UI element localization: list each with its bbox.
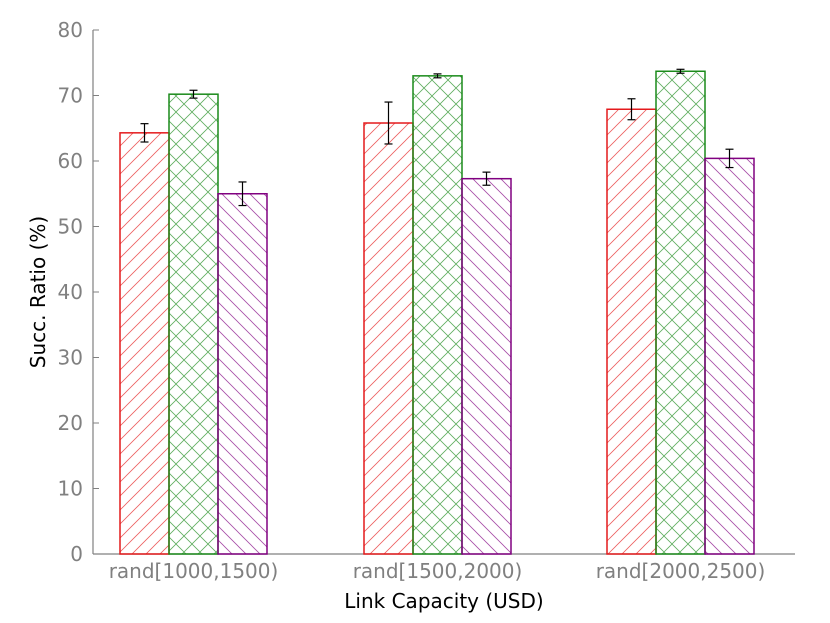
y-tick-label: 20	[58, 411, 83, 435]
y-tick-label: 70	[58, 84, 83, 108]
y-axis-title: Succ. Ratio (%)	[26, 216, 50, 368]
x-tick-label: rand[1000,1500)	[109, 559, 279, 583]
y-tick-label: 40	[58, 280, 83, 304]
bar-1-0	[363, 122, 414, 555]
error-bars	[140, 68, 734, 207]
bar-2-1	[655, 70, 706, 555]
y-tick-label: 30	[58, 346, 83, 370]
bar-0-0	[119, 132, 170, 555]
bars	[119, 70, 755, 555]
bar-0-1	[168, 93, 219, 555]
x-tick-label: rand[1500,2000)	[353, 559, 523, 583]
y-tick-label: 80	[58, 18, 83, 42]
bar-1-1	[412, 75, 463, 555]
y-tick-label: 10	[58, 477, 83, 501]
bar-0-2	[217, 193, 268, 555]
x-ticks: rand[1000,1500) rand[1500,2000) rand[2000,…	[109, 559, 766, 583]
y-tick-label: 50	[58, 215, 83, 239]
bar-1-2	[461, 177, 512, 555]
bar-2-2	[704, 157, 755, 555]
x-tick-label: rand[2000,2500)	[596, 559, 766, 583]
x-axis-title: Link Capacity (USD)	[344, 589, 543, 613]
y-tick-label: 0	[70, 542, 83, 566]
bar-2-0	[606, 108, 657, 555]
y-tick-label: 60	[58, 149, 83, 173]
y-ticks: 0 10 20 30 40 50 60 70 80	[58, 18, 99, 566]
